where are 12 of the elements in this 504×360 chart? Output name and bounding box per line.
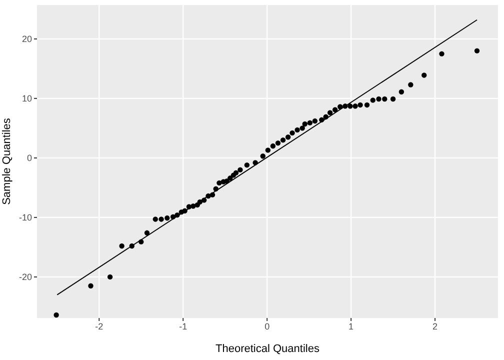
x-tick-label: -2	[95, 321, 104, 332]
x-tick-label: 2	[432, 321, 438, 332]
y-tick-label: 20	[22, 34, 32, 44]
x-tick-label: 0	[264, 321, 270, 332]
x-tick-label: 1	[348, 321, 354, 332]
x-tick-label: -1	[179, 321, 188, 332]
y-tick-label: -20	[18, 272, 32, 282]
x-axis-title: Theoretical Quantiles	[216, 343, 320, 355]
y-tick-label: 0	[26, 153, 32, 164]
y-axis-title: Sample Quantiles	[0, 118, 13, 205]
y-tick-label: 10	[22, 94, 32, 104]
y-tick-label: -10	[18, 212, 32, 223]
